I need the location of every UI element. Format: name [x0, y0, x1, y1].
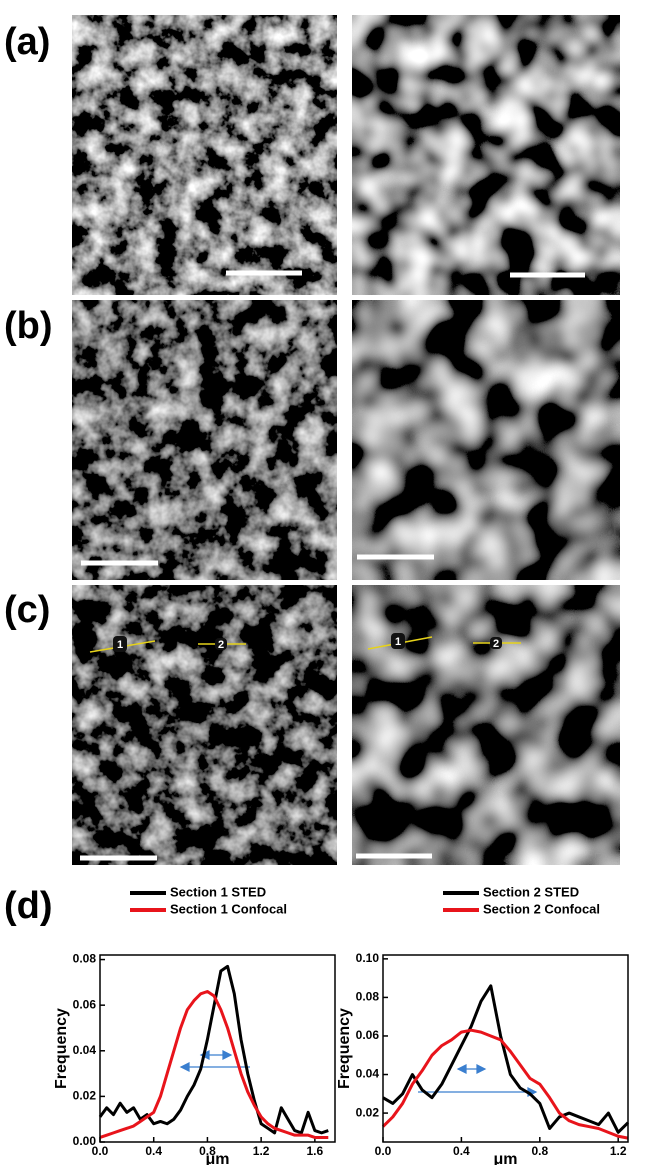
sted-image [72, 15, 337, 295]
y-tick-label: 0.02 [73, 1089, 97, 1103]
legend-label: Section 1 Confocal [170, 901, 287, 916]
x-tick-label: 0.4 [453, 1144, 470, 1158]
y-tick-label: 0.04 [73, 1043, 97, 1057]
panel-label: (c) [4, 589, 50, 631]
legend-label: Section 2 Confocal [483, 901, 600, 916]
legend-label: Section 2 STED [483, 884, 579, 899]
y-axis-label: Frequency [336, 1008, 353, 1089]
y-tick-label: 0.04 [356, 1067, 380, 1081]
x-tick-label: 0.8 [531, 1144, 548, 1158]
figure: 1 2 1 2 (a) (b) (c) (d) 0.000.020.040.06… [0, 0, 647, 1165]
data-line [383, 986, 628, 1133]
y-axis-label: Frequency [53, 1008, 70, 1089]
x-tick-label: 0.4 [145, 1144, 162, 1158]
panel-label: (d) [4, 885, 53, 927]
plot-frame [383, 955, 628, 1142]
arrow-head [223, 1051, 231, 1059]
y-tick-label: 0.08 [356, 990, 380, 1004]
x-tick-label: 1.6 [307, 1144, 324, 1158]
data-line [100, 991, 328, 1137]
panel-label: (a) [4, 21, 50, 63]
x-axis-label: μm [493, 1151, 517, 1165]
microscopy-images: 1 2 1 2 [72, 15, 620, 865]
y-tick-label: 0.08 [73, 952, 97, 966]
section-number: 2 [493, 638, 499, 650]
sted-image [72, 585, 337, 865]
x-tick-label: 1.2 [610, 1144, 627, 1158]
section-number: 1 [117, 639, 123, 651]
section-number: 2 [218, 639, 224, 651]
legend-label: Section 1 STED [170, 884, 266, 899]
confocal-image [352, 585, 620, 865]
section-number: 1 [395, 636, 401, 648]
panel-label: (b) [4, 305, 53, 347]
x-tick-label: 0.0 [375, 1144, 392, 1158]
y-tick-label: 0.10 [356, 951, 380, 965]
arrow-head [477, 1065, 485, 1073]
data-line [100, 966, 328, 1132]
x-axis-label: μm [205, 1151, 229, 1165]
arrow-head [458, 1065, 466, 1073]
x-tick-label: 1.2 [253, 1144, 270, 1158]
y-tick-label: 0.02 [356, 1105, 380, 1119]
y-tick-label: 0.06 [73, 997, 97, 1011]
y-tick-label: 0.06 [356, 1028, 380, 1042]
arrow-head [181, 1063, 189, 1071]
confocal-image [352, 300, 620, 580]
sted-image [72, 300, 337, 580]
x-tick-label: 0.0 [92, 1144, 109, 1158]
confocal-image [352, 15, 620, 295]
